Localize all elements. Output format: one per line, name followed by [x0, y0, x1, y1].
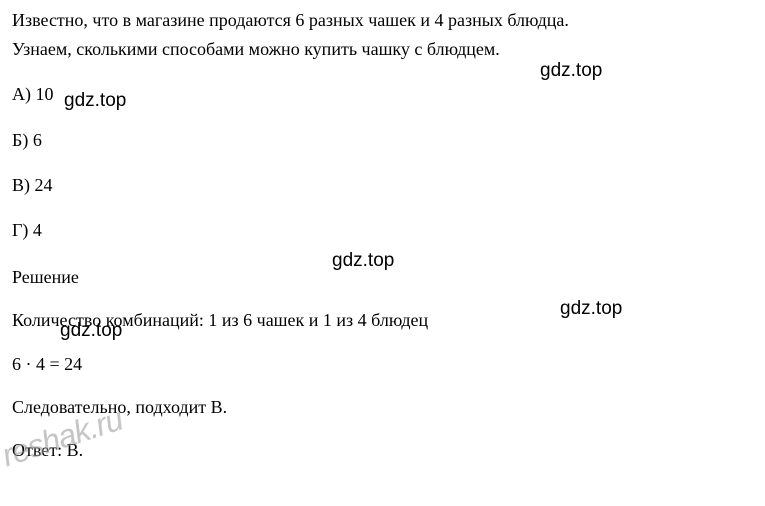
option-d: Г) 4	[12, 218, 753, 243]
option-c: В) 24	[12, 173, 753, 198]
solution-header: Решение	[12, 265, 753, 290]
option-b: Б) 6	[12, 128, 753, 153]
problem-line-2: Узнаем, сколькими способами можно купить…	[12, 37, 753, 62]
solution-answer: Ответ: В.	[12, 438, 753, 463]
solution-line-3: Следовательно, подходит В.	[12, 395, 753, 420]
solution-line-1: Количество комбинаций: 1 из 6 чашек и 1 …	[12, 308, 753, 333]
solution-line-2: 6 · 4 = 24	[12, 352, 753, 377]
option-a: А) 10	[12, 82, 753, 107]
problem-line-1: Известно, что в магазине продаются 6 раз…	[12, 8, 753, 33]
